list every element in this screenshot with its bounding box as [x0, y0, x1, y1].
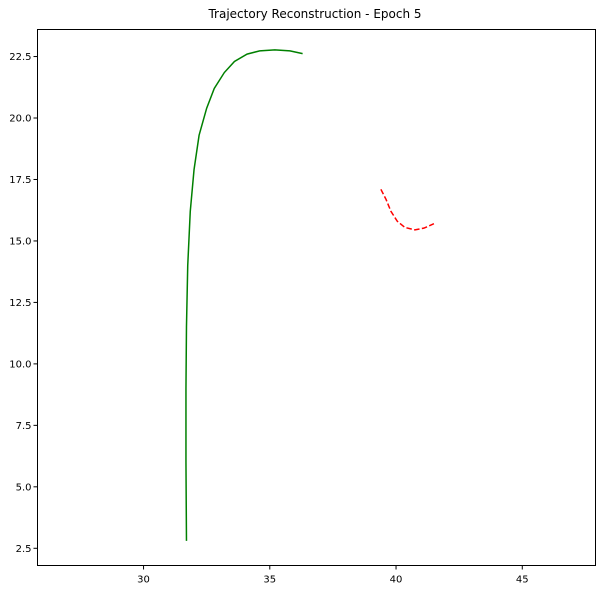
plot-frame: [37, 29, 596, 566]
x-tick-label: 30: [137, 575, 150, 586]
x-tick-label: 45: [516, 575, 529, 586]
y-tick-label: 2.5: [16, 544, 32, 555]
y-tick-label: 10.0: [9, 359, 31, 370]
x-tick-label: 35: [263, 575, 276, 586]
y-tick-label: 20.0: [9, 114, 31, 125]
y-tick-label: 22.5: [9, 52, 31, 63]
x-axis: 30 35 40 45: [137, 565, 529, 586]
series-line-1: [185, 49, 303, 541]
y-axis: 2.5 5.0 7.5 10.0 12.5 15.0 17.5 20.0 22.5: [9, 52, 38, 555]
x-tick-label: 40: [390, 575, 403, 586]
y-tick-label: 17.5: [9, 175, 31, 186]
series-layer: [185, 49, 435, 541]
series-line-2: [380, 188, 435, 231]
chart-title: Trajectory Reconstruction - Epoch 5: [207, 7, 421, 21]
y-tick-label: 15.0: [9, 236, 31, 247]
y-tick-label: 7.5: [16, 421, 32, 432]
y-tick-label: 5.0: [16, 482, 32, 493]
y-tick-label: 12.5: [9, 298, 31, 309]
